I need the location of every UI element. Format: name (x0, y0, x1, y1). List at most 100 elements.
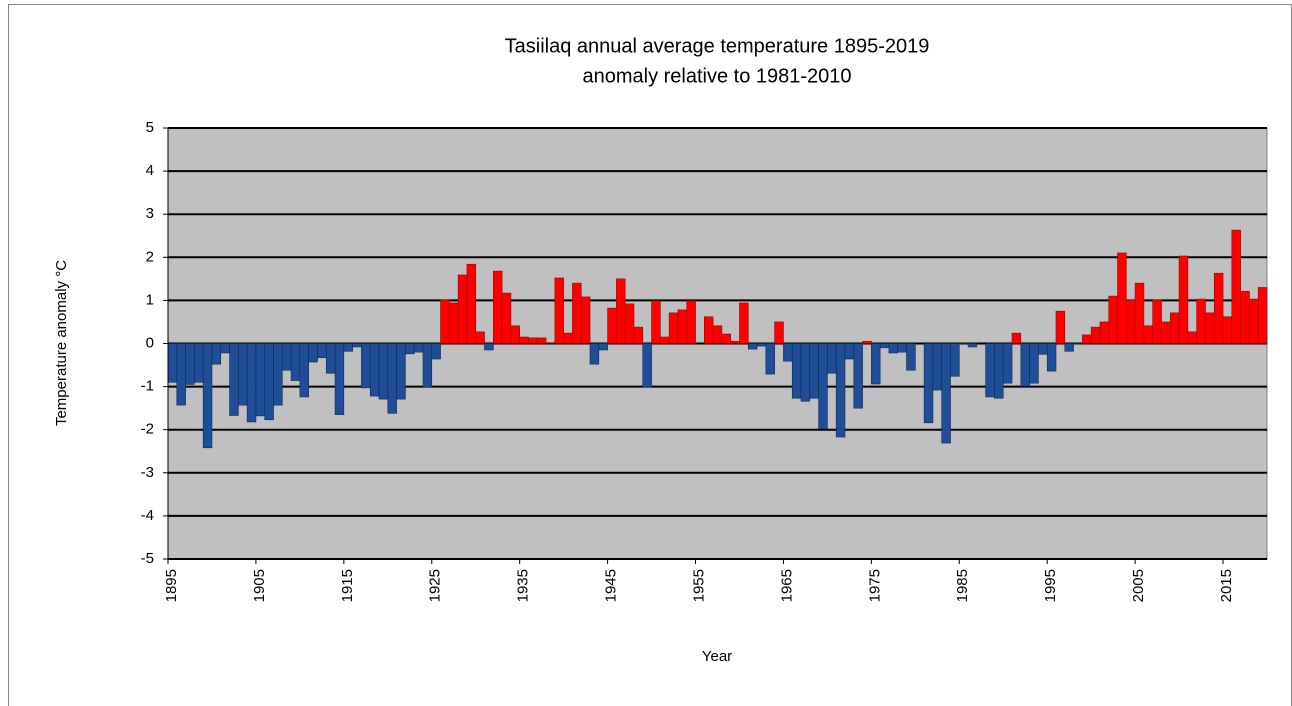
bar (844, 343, 855, 360)
bar (501, 292, 512, 344)
x-tick-label: 1995 (1042, 569, 1059, 602)
bar (1169, 312, 1180, 344)
bar (651, 300, 661, 344)
bar (1038, 343, 1048, 355)
bar (343, 343, 353, 352)
bar (273, 343, 283, 406)
bar (862, 341, 872, 344)
bar (167, 343, 178, 383)
bar (299, 343, 309, 398)
bar (853, 343, 863, 409)
bar (405, 343, 415, 355)
bar (739, 302, 749, 344)
x-tick-label: 1945 (603, 569, 620, 602)
bar (1240, 291, 1250, 344)
bar (572, 282, 582, 344)
bar (194, 343, 204, 383)
bar (1011, 332, 1022, 344)
bar (238, 343, 248, 406)
bar (747, 343, 758, 350)
bar (1126, 299, 1136, 344)
y-tick-label: -4 (141, 507, 154, 524)
x-tick-label: 1935 (515, 569, 532, 602)
bar (985, 343, 995, 398)
bar (994, 343, 1004, 399)
bar (536, 337, 547, 344)
bar (774, 321, 784, 344)
y-tick-label: 4 (146, 162, 154, 179)
bar (624, 303, 635, 344)
bar (1249, 298, 1259, 344)
bar (721, 333, 731, 344)
x-tick-label: 1985 (954, 569, 971, 602)
bar (1029, 343, 1039, 384)
bar (281, 343, 292, 371)
bar (220, 343, 230, 354)
bar (449, 302, 459, 344)
bar (580, 296, 591, 344)
bar (950, 343, 960, 377)
bar (809, 343, 819, 399)
bar (484, 343, 494, 351)
bar (607, 307, 617, 344)
x-tick-label: 1905 (251, 569, 268, 602)
bar (229, 343, 239, 416)
x-tick-label: 1925 (427, 569, 444, 602)
bar (1055, 310, 1066, 344)
bar (1161, 321, 1171, 344)
y-tick-label: -5 (141, 550, 154, 567)
bar (686, 300, 696, 344)
bar (1196, 298, 1206, 344)
chart-title: Tasiilaq annual average temperature 1895… (505, 35, 930, 57)
bar (871, 343, 881, 385)
bar (325, 343, 336, 374)
bar (765, 343, 775, 375)
bar (888, 343, 899, 354)
bar (378, 343, 389, 400)
y-tick-label: -2 (141, 421, 154, 438)
bar (932, 343, 942, 391)
bar (1020, 343, 1030, 387)
y-tick-label: 0 (146, 334, 154, 351)
bar (897, 343, 907, 353)
bar (756, 343, 767, 347)
bar (431, 343, 441, 360)
bar (519, 336, 529, 344)
bar (800, 343, 811, 402)
bar (589, 343, 600, 365)
bar (879, 343, 890, 349)
bar (1046, 343, 1057, 372)
bar (246, 343, 257, 423)
x-tick-label: 1955 (690, 569, 707, 602)
y-tick-label: 3 (146, 205, 154, 222)
x-tick-label: 2015 (1218, 569, 1235, 602)
bar (1213, 272, 1224, 344)
bar (352, 343, 362, 348)
bar (1002, 343, 1013, 384)
bar (308, 343, 318, 363)
bar (906, 343, 916, 371)
bar (633, 326, 644, 344)
x-axis-label: Year (702, 648, 732, 665)
y-tick-label: -3 (141, 464, 154, 481)
bar (1108, 295, 1118, 344)
bar (185, 343, 195, 385)
bar (493, 270, 503, 344)
bar (941, 343, 951, 444)
x-tick-label: 1895 (163, 569, 180, 602)
bar (457, 274, 468, 344)
y-tick-label: 5 (146, 119, 154, 136)
bar (712, 325, 723, 344)
bar (290, 343, 301, 381)
bar (818, 343, 828, 430)
bar (528, 337, 538, 344)
bar (422, 343, 433, 388)
bar (827, 343, 837, 374)
bar (211, 343, 222, 365)
x-tick-label: 1975 (866, 569, 883, 602)
bar (642, 343, 652, 388)
bar (413, 343, 424, 353)
bar (554, 277, 564, 344)
